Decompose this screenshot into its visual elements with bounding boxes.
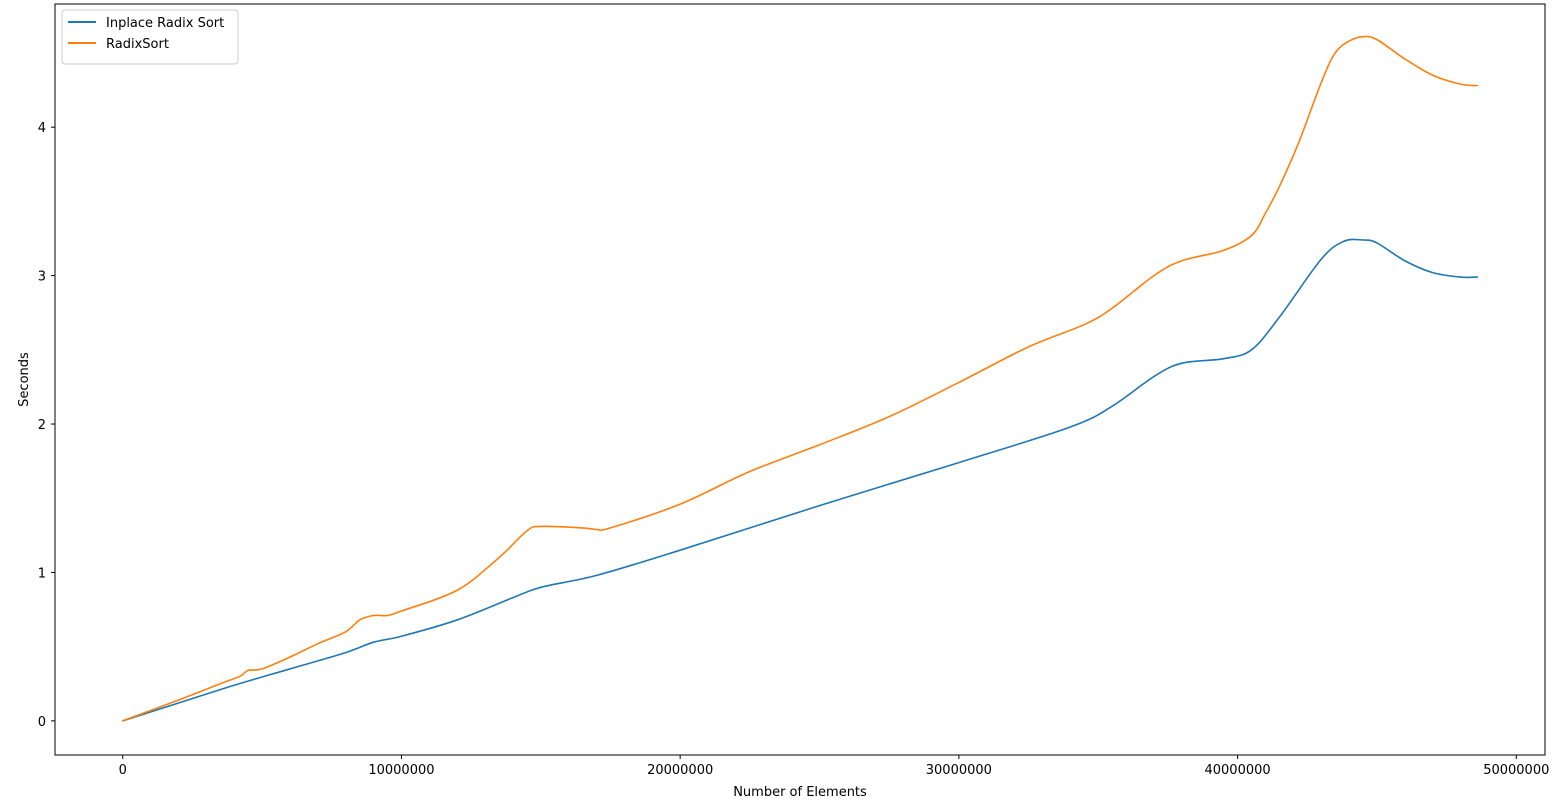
legend-box xyxy=(61,9,239,65)
x-axis-ticks: 0 10000000 20000000 30000000 40000000 5000000… xyxy=(119,755,1549,778)
y-tick-label: 1 xyxy=(38,566,46,581)
y-tick-label: 4 xyxy=(38,121,46,136)
x-tick-label: 50000000 xyxy=(1483,763,1549,778)
series-layer xyxy=(121,35,1479,722)
x-tick-label: 0 xyxy=(119,763,127,778)
x-tick-label: 30000000 xyxy=(926,763,992,778)
y-tick-label: 2 xyxy=(38,418,46,433)
legend: Inplace Radix Sort RadixSort xyxy=(61,9,239,65)
x-tick-label: 40000000 xyxy=(1204,763,1270,778)
legend-label: RadixSort xyxy=(106,37,169,52)
y-axis-ticks: 0 1 2 3 4 xyxy=(38,121,55,730)
y-tick-label: 0 xyxy=(38,715,46,730)
x-axis-label: Number of Elements xyxy=(733,785,867,800)
y-tick-label: 3 xyxy=(38,270,46,285)
plot-frame xyxy=(54,3,1546,756)
legend-label: Inplace Radix Sort xyxy=(106,16,224,31)
x-tick-label: 20000000 xyxy=(647,763,713,778)
series-line-radixsort xyxy=(121,35,1479,722)
series-line-inplace-radix-sort xyxy=(121,238,1479,722)
x-tick-label: 10000000 xyxy=(368,763,434,778)
y-axis-label: Seconds xyxy=(17,352,32,407)
